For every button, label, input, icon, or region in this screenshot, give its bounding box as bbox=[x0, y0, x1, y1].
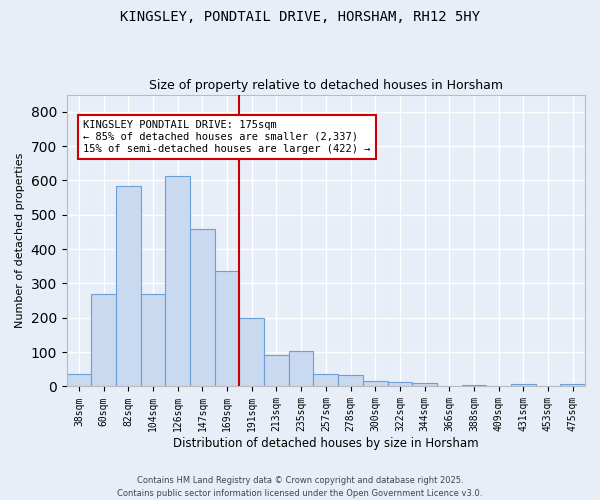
Title: Size of property relative to detached houses in Horsham: Size of property relative to detached ho… bbox=[149, 79, 503, 92]
Bar bbox=[141, 294, 166, 386]
Bar bbox=[511, 384, 536, 386]
Bar bbox=[388, 382, 412, 386]
Bar bbox=[461, 385, 486, 386]
Bar bbox=[412, 383, 437, 386]
Text: KINGSLEY, PONDTAIL DRIVE, HORSHAM, RH12 5HY: KINGSLEY, PONDTAIL DRIVE, HORSHAM, RH12 … bbox=[120, 10, 480, 24]
Bar bbox=[166, 176, 190, 386]
Bar bbox=[239, 318, 264, 386]
X-axis label: Distribution of detached houses by size in Horsham: Distribution of detached houses by size … bbox=[173, 437, 479, 450]
Bar bbox=[338, 375, 363, 386]
Bar bbox=[91, 294, 116, 386]
Text: KINGSLEY PONDTAIL DRIVE: 175sqm
← 85% of detached houses are smaller (2,337)
15%: KINGSLEY PONDTAIL DRIVE: 175sqm ← 85% of… bbox=[83, 120, 371, 154]
Bar bbox=[67, 374, 91, 386]
Bar bbox=[190, 229, 215, 386]
Y-axis label: Number of detached properties: Number of detached properties bbox=[15, 153, 25, 328]
Bar bbox=[264, 354, 289, 386]
Text: Contains HM Land Registry data © Crown copyright and database right 2025.
Contai: Contains HM Land Registry data © Crown c… bbox=[118, 476, 482, 498]
Bar bbox=[363, 381, 388, 386]
Bar bbox=[116, 186, 141, 386]
Bar bbox=[215, 272, 239, 386]
Bar bbox=[313, 374, 338, 386]
Bar bbox=[560, 384, 585, 386]
Bar bbox=[289, 351, 313, 386]
